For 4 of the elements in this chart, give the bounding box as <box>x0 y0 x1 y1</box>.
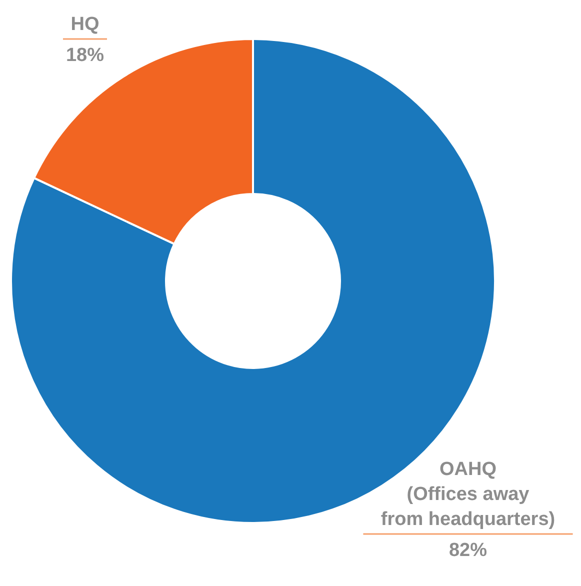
data-label: 18% <box>66 45 104 66</box>
slice-label: OAHQ (Offices away from headquarters) <box>380 459 556 530</box>
slice-label: HQ <box>70 14 100 35</box>
data-label: 82% <box>448 540 488 561</box>
